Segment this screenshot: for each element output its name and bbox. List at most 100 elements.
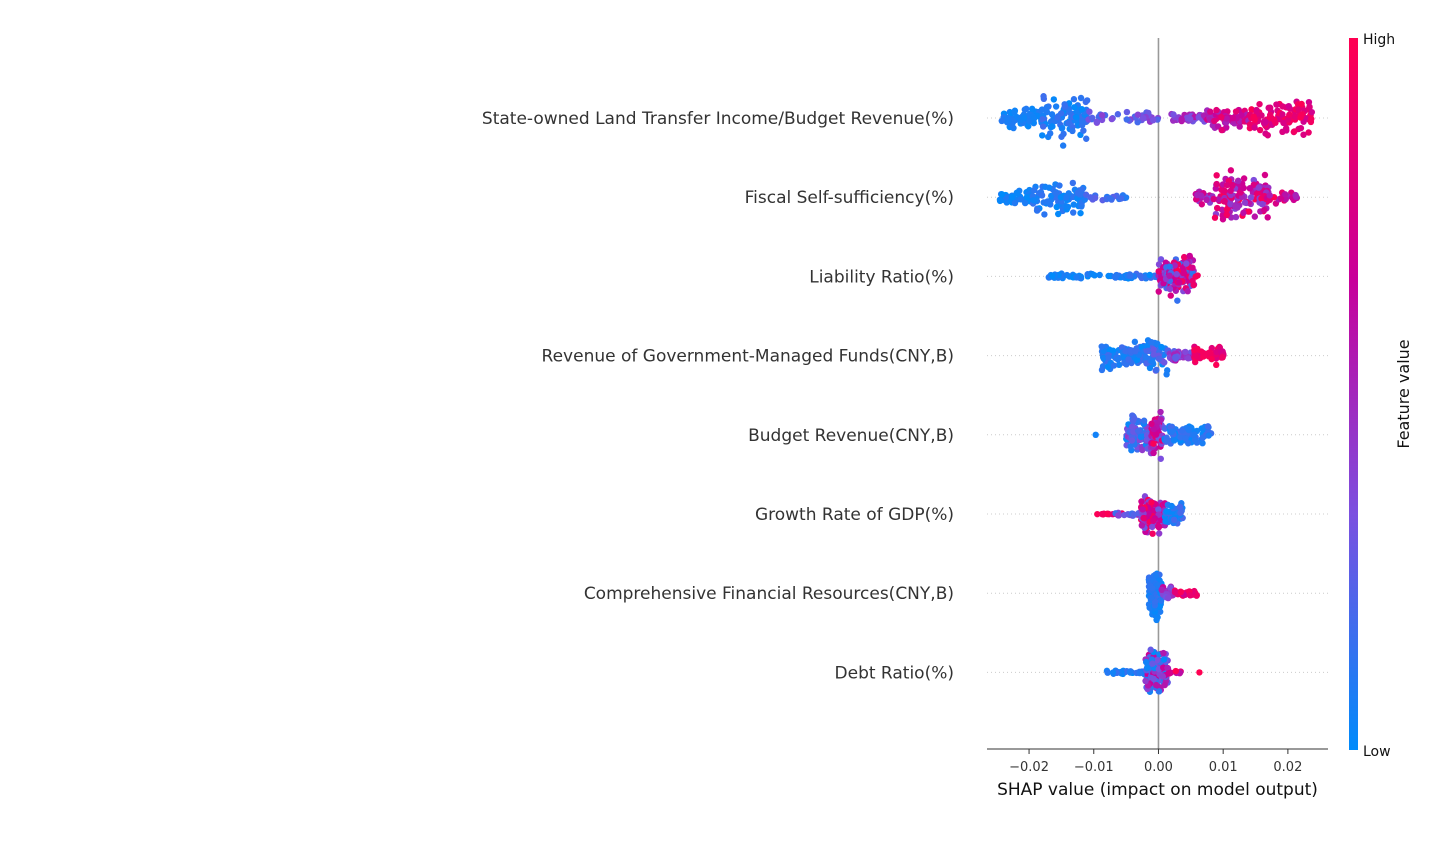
shap-point — [1292, 113, 1299, 121]
shap-point — [1168, 502, 1175, 510]
shap-point — [1187, 592, 1194, 599]
shap-point — [1154, 614, 1161, 621]
shap-point — [1122, 347, 1129, 355]
shap-point — [1192, 273, 1199, 280]
shap-point — [1213, 106, 1220, 114]
shap-point — [1063, 203, 1071, 210]
shap-point — [1079, 118, 1086, 125]
x-tick-label: 0.01 — [1209, 760, 1238, 775]
shap-point — [1197, 192, 1205, 199]
shap-point — [1157, 608, 1164, 615]
shap-point — [1307, 118, 1315, 126]
shap-point — [1070, 209, 1077, 216]
shap-point — [1251, 213, 1259, 220]
shap-point — [1149, 585, 1156, 592]
shap-point — [1152, 431, 1160, 438]
shap-point — [1247, 194, 1255, 201]
feature-label: Liability Ratio(%) — [809, 267, 954, 287]
shap-point — [1114, 356, 1122, 363]
colorbar-gradient — [1349, 38, 1358, 750]
shap-point — [1080, 127, 1087, 134]
shap-point — [1050, 96, 1058, 103]
shap-point — [1120, 353, 1128, 360]
shap-point — [1021, 114, 1028, 121]
shap-point — [1279, 111, 1286, 118]
feature-point-group — [996, 167, 1301, 223]
feature-labels: State-owned Land Transfer Income/Budget … — [482, 109, 954, 683]
shap-point — [1171, 588, 1179, 596]
shap-point — [1246, 185, 1254, 192]
shap-point — [1143, 342, 1151, 350]
x-axis: −0.02 −0.01 0.00 0.01 0.02 SHAP value (impac… — [987, 748, 1328, 800]
shap-point — [1182, 348, 1189, 356]
shap-point — [1144, 664, 1151, 671]
shap-point — [1176, 279, 1183, 286]
shap-point — [1227, 167, 1235, 174]
shap-point — [1142, 658, 1150, 666]
shap-point — [1073, 273, 1080, 281]
shap-point — [1238, 112, 1245, 119]
shap-point — [1098, 510, 1106, 518]
shap-point — [1150, 351, 1157, 358]
shap-point — [1223, 181, 1231, 189]
feature-point-group — [1145, 570, 1200, 624]
shap-point — [1177, 434, 1184, 441]
shap-point — [1091, 194, 1099, 202]
shap-point — [1069, 127, 1076, 135]
shap-point — [1173, 271, 1180, 278]
shap-point — [1167, 292, 1174, 299]
feature-label: Growth Rate of GDP(%) — [755, 505, 954, 525]
shap-point — [1295, 106, 1302, 113]
shap-point — [1147, 594, 1155, 602]
shap-point — [1125, 356, 1132, 363]
shap-point — [1023, 105, 1030, 113]
shap-point — [1264, 132, 1271, 139]
shap-point — [1166, 272, 1173, 279]
shap-point — [1106, 195, 1113, 202]
shap-point — [1055, 210, 1062, 218]
shap-point — [1117, 195, 1125, 202]
shap-point — [1131, 338, 1139, 346]
shap-point — [1057, 194, 1065, 201]
shap-point — [1161, 681, 1168, 689]
shap-point — [1150, 440, 1157, 447]
shap-point — [1158, 586, 1165, 594]
shap-point — [1156, 603, 1164, 611]
feature-point-group — [1045, 252, 1201, 304]
shap-point — [1155, 688, 1163, 695]
shap-point — [1034, 206, 1041, 214]
shap-point — [1198, 201, 1206, 208]
shap-point — [1184, 440, 1192, 447]
shap-point — [1201, 350, 1208, 358]
shap-point — [1160, 649, 1167, 657]
shap-point — [1268, 114, 1275, 122]
shap-point — [1171, 262, 1178, 269]
shap-point — [1240, 175, 1248, 182]
shap-point — [1153, 366, 1160, 374]
shap-point — [1093, 118, 1100, 126]
shap-point — [1052, 189, 1059, 197]
shap-point — [1186, 115, 1194, 123]
shap-point — [1082, 98, 1089, 106]
shap-point — [1172, 355, 1179, 362]
shap-point — [1043, 108, 1051, 116]
shap-point — [1182, 435, 1189, 442]
shap-point — [1166, 263, 1173, 270]
shap-point — [1207, 108, 1214, 115]
shap-point — [1063, 194, 1070, 201]
shap-point — [1255, 184, 1262, 191]
x-tick-label: −0.01 — [1074, 760, 1114, 775]
shap-point — [1155, 651, 1162, 658]
shap-point — [1091, 272, 1098, 279]
shap-point — [1163, 437, 1170, 444]
shap-point — [1049, 123, 1056, 130]
shap-point — [1104, 510, 1111, 518]
feature-point-group — [1092, 408, 1215, 462]
shap-point — [1208, 355, 1215, 363]
shap-point — [1161, 359, 1168, 366]
shap-point — [1191, 431, 1198, 438]
shap-point — [1250, 113, 1257, 120]
shap-point — [1273, 101, 1280, 108]
shap-point — [1166, 669, 1173, 677]
shap-point — [1177, 588, 1185, 596]
